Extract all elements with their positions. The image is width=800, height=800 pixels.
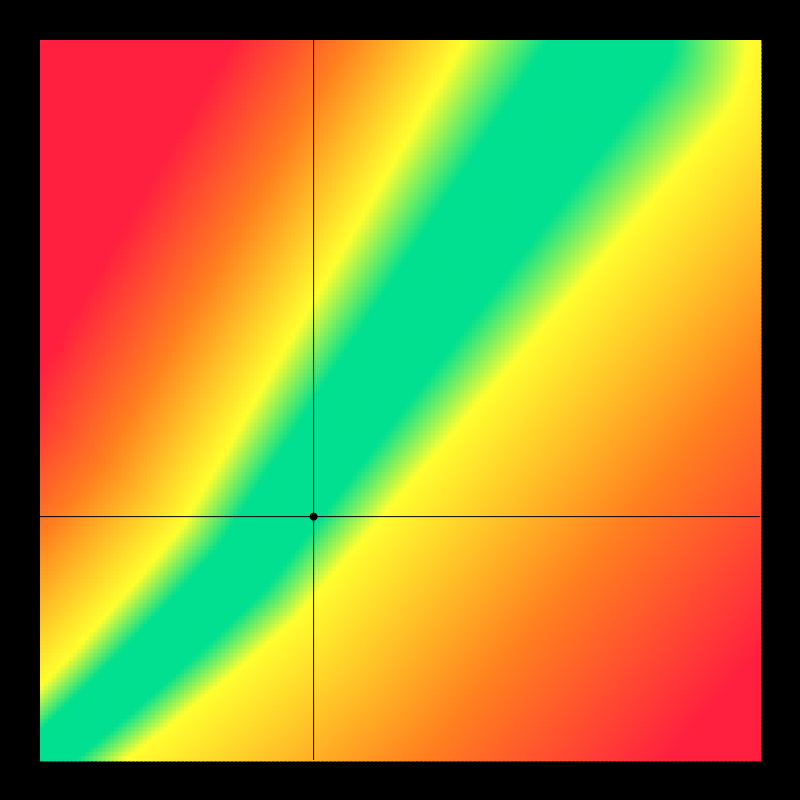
bottleneck-heatmap: [0, 0, 800, 800]
chart-frame: TheBottleneck.com: [0, 0, 800, 800]
